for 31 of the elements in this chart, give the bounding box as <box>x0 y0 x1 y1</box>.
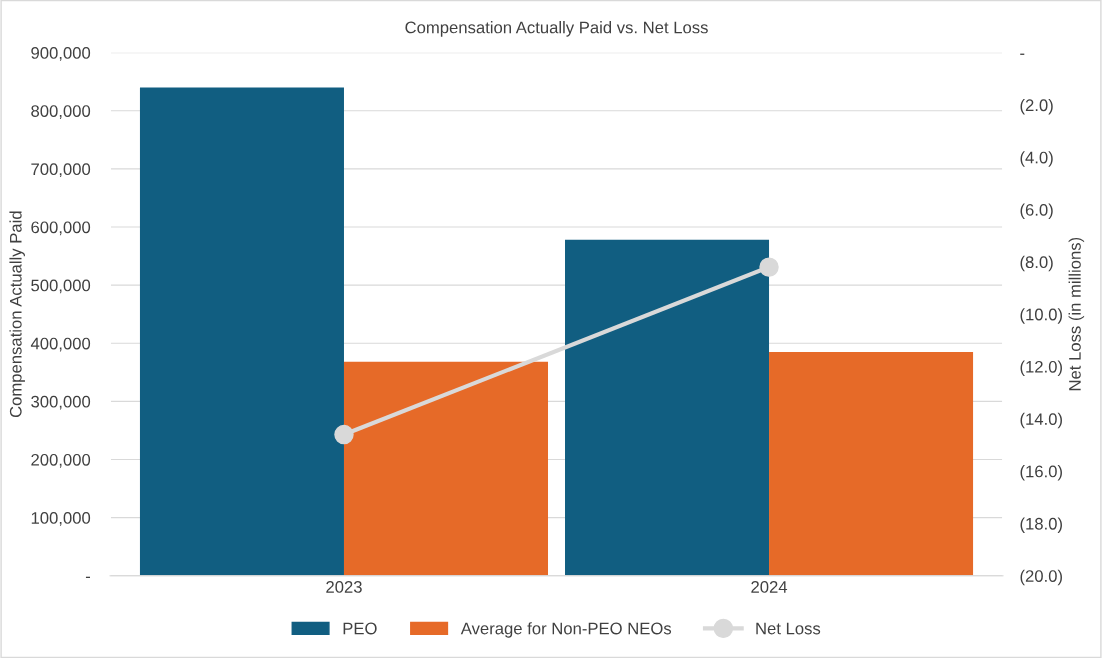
y2-tick-label: (4.0) <box>1020 151 1053 167</box>
y-tick-label: 200,000 <box>31 453 91 468</box>
legend-label: PEO <box>343 622 377 635</box>
legend-label: Average for Non-PEO NEOs <box>460 622 672 638</box>
x-tick-label: 2023 <box>326 581 362 593</box>
y-axis-title: Compensation Actually Paid <box>9 211 25 418</box>
y2-tick-label: (12.0) <box>1020 360 1062 376</box>
chart-title: Compensation Actually Paid vs. Net Loss <box>405 21 708 37</box>
bar <box>139 87 344 576</box>
y2-tick-label: (20.0) <box>1020 569 1062 586</box>
y-tick-label: 800,000 <box>31 105 91 119</box>
y-tick-label: 500,000 <box>31 279 91 294</box>
x-tick-label: 2024 <box>751 581 788 593</box>
y2-tick-label: - <box>1020 53 1025 55</box>
y2-tick-label: (8.0) <box>1020 255 1053 272</box>
legend-label: Net Loss <box>756 622 821 635</box>
y2-tick-label: (18.0) <box>1020 517 1062 533</box>
y2-axis-title: Net Loss (in millions) <box>1068 237 1085 391</box>
y-tick-label: 900,000 <box>31 47 91 61</box>
y2-tick-label: (10.0) <box>1020 308 1062 324</box>
y2-tick-label: (2.0) <box>1020 98 1053 115</box>
y-tick-label: 300,000 <box>31 395 91 410</box>
y2-tick-label: (14.0) <box>1020 412 1062 429</box>
y2-tick-label: (6.0) <box>1020 203 1053 220</box>
y2-tick-label: (16.0) <box>1020 465 1062 481</box>
y-tick-label: - <box>85 576 91 579</box>
bar <box>769 351 974 576</box>
y-tick-label: 600,000 <box>31 221 91 236</box>
y-tick-label: 400,000 <box>30 337 91 352</box>
y-tick-label: 100,000 <box>31 512 91 526</box>
y-tick-label: 700,000 <box>31 163 91 178</box>
